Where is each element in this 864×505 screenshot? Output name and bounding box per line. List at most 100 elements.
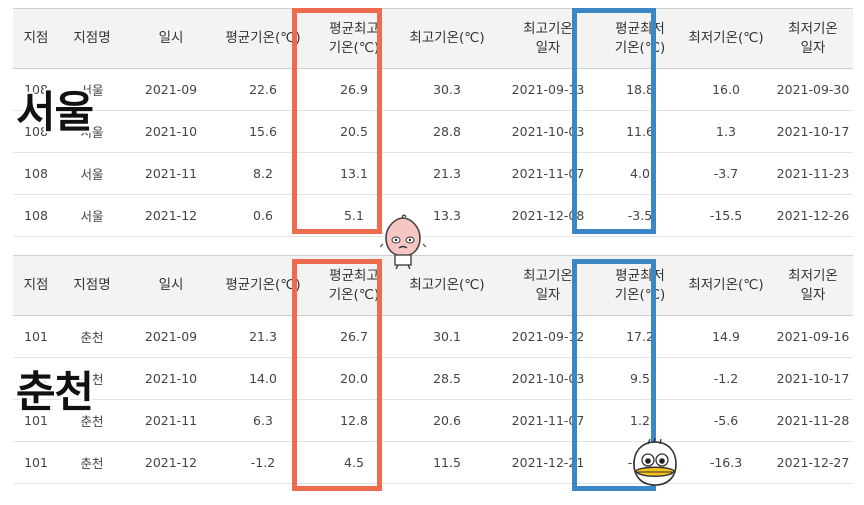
column-header-text: 일시 [158,277,184,293]
seoul-climate-table: 지점 지점명 일시 평균기온(℃) 평균최고 기온(℃) 최고기온(℃) 최고기온 일자 평균최저… [13,8,853,237]
cell-avg-max-temp: 20.0 [309,357,399,400]
column-header-text: 최저기온 [788,267,838,284]
cell-min-temp-date: 2021-12-26 [773,194,853,237]
cell-avg-temp: 21.3 [217,315,309,358]
cell-avg-temp: -1.2 [217,441,309,484]
column-header-text: 일자 [800,39,826,56]
column-header-text: 평균최고 [329,20,379,37]
column-header-text: 기온(℃) [614,286,666,303]
cell-station-id: 101 [13,441,59,484]
seoul-overlay-label: 서울 [16,88,94,138]
column-header-text: 최고기온(℃) [409,30,485,46]
column-header-min-temp: 최저기온(℃) [679,255,773,316]
column-header-text: 기온(℃) [328,39,380,56]
column-header-max-temp: 최고기온(℃) [399,8,495,69]
cell-avg-temp: 6.3 [217,399,309,442]
column-header-date: 일시 [125,255,217,316]
cell-max-temp-date: 2021-10-03 [495,357,601,400]
cell-avg-max-temp: 26.9 [309,68,399,111]
peach-character-icon [380,214,426,270]
column-header-text: 최고기온(℃) [409,277,485,293]
cell-max-temp-date: 2021-10-03 [495,110,601,153]
cell-max-temp: 30.1 [399,315,495,358]
cell-avg-min-temp: 9.5 [601,357,679,400]
column-header-max-temp: 최고기온(℃) [399,255,495,316]
cell-station-name: 춘천 [59,441,125,484]
cell-station-name: 서울 [59,68,125,111]
cell-min-temp: -15.5 [679,194,773,237]
cell-avg-temp: 8.2 [217,152,309,195]
cell-max-temp-date: 2021-11-07 [495,399,601,442]
table-body: 108 서울 2021-09 22.6 26.9 30.3 2021-09-13 18.8 16… [13,68,853,237]
cell-avg-temp: 14.0 [217,357,309,400]
cell-station-id: 108 [13,194,59,237]
column-header-text: 일자 [535,286,561,303]
cell-min-temp: 1.3 [679,110,773,153]
cell-min-temp: 14.9 [679,315,773,358]
cell-avg-max-temp: 12.8 [309,399,399,442]
cell-max-temp: 28.8 [399,110,495,153]
cell-max-temp: 21.3 [399,152,495,195]
cell-min-temp: -16.3 [679,441,773,484]
cell-station-name: 춘천 [59,399,125,442]
cell-date: 2021-12 [125,441,217,484]
column-header-text: 평균최저 [615,20,665,37]
table-row: 101춘천2021-12-1.24.511.52021-12-21-6.2-16… [13,441,853,484]
table-row: 101 춘천 2021-11 6.3 12.8 20.6 2021-11-07 1.2 -5.6… [13,399,853,442]
column-header-text: 일자 [800,286,826,303]
table-body: 101 춘천 2021-09 21.3 26.7 30.1 2021-09-12 17.2 14… [13,315,853,484]
chuncheon-climate-table: 지점 지점명 일시 평균기온(℃) 평균최고 기온(℃) 최고기온(℃) 최고기온 일자 평균최저… [13,255,853,484]
cell-min-temp-date: 2021-12-27 [773,441,853,484]
column-header-text: 일자 [535,39,561,56]
cell-station-name: 서울 [59,110,125,153]
column-header-text: 지점 [23,277,49,293]
table-row: 108 서울 2021-09 22.6 26.9 30.3 2021-09-13 18.8 16… [13,68,853,111]
table-row: 108 서울 2021-12 0.6 5.1 13.3 2021-12-08 -3.5 -15.… [13,194,853,237]
column-header-text: 최고기온 [523,20,573,37]
cell-station-id: 108 [13,110,59,153]
cell-station-id: 101 [13,315,59,358]
column-header-text: 평균기온(℃) [225,30,301,46]
column-header-text: 최저기온 [788,20,838,37]
cell-avg-max-temp: 13.1 [309,152,399,195]
column-header-text: 최저기온(℃) [688,30,764,46]
table-row: 108 서울 2021-10 15.6 20.5 28.8 2021-10-03 11.6 1.… [13,110,853,153]
cell-avg-max-temp: 20.5 [309,110,399,153]
cell-station-name: 서울 [59,194,125,237]
column-header-avg-temp: 평균기온(℃) [217,8,309,69]
cell-min-temp-date: 2021-10-17 [773,110,853,153]
column-header-avg-max-temp: 평균최고 기온(℃) [309,255,399,316]
cell-station-id: 108 [13,152,59,195]
column-header-min-temp: 최저기온(℃) [679,8,773,69]
cell-min-temp-date: 2021-11-23 [773,152,853,195]
table-header-row: 지점 지점명 일시 평균기온(℃) 평균최고 기온(℃) 최고기온(℃) 최고기온 일자 평균최저… [13,255,853,316]
cell-max-temp: 30.3 [399,68,495,111]
cell-date: 2021-09 [125,315,217,358]
cell-avg-min-temp: 1.2 [601,399,679,442]
cell-date: 2021-11 [125,399,217,442]
column-header-text: 평균최저 [615,267,665,284]
cell-station-id: 108 [13,68,59,111]
cell-station-id: 101 [13,357,59,400]
column-header-date: 일시 [125,8,217,69]
column-header-station-name: 지점명 [59,255,125,316]
cell-min-temp: -3.7 [679,152,773,195]
column-header-max-temp-date: 최고기온 일자 [495,255,601,316]
column-header-avg-min-temp: 평균최저 기온(℃) [601,8,679,69]
chuncheon-overlay-label: 춘천 [16,368,94,418]
table-header-row: 지점 지점명 일시 평균기온(℃) 평균최고 기온(℃) 최고기온(℃) 최고기온 일자 평균최저… [13,8,853,69]
column-header-text: 기온(℃) [328,286,380,303]
cell-max-temp-date: 2021-12-08 [495,194,601,237]
cell-date: 2021-09 [125,68,217,111]
cell-date: 2021-12 [125,194,217,237]
column-header-text: 지점명 [73,30,111,46]
cell-station-name: 서울 [59,152,125,195]
table-row: 101 춘천 2021-09 21.3 26.7 30.1 2021-09-12 17.2 14… [13,315,853,358]
cell-avg-min-temp: 17.2 [601,315,679,358]
cell-avg-min-temp: 18.8 [601,68,679,111]
cell-avg-min-temp: 4.0 [601,152,679,195]
table-row: 101 춘천 2021-10 14.0 20.0 28.5 2021-10-03 9.5 -1.… [13,357,853,400]
